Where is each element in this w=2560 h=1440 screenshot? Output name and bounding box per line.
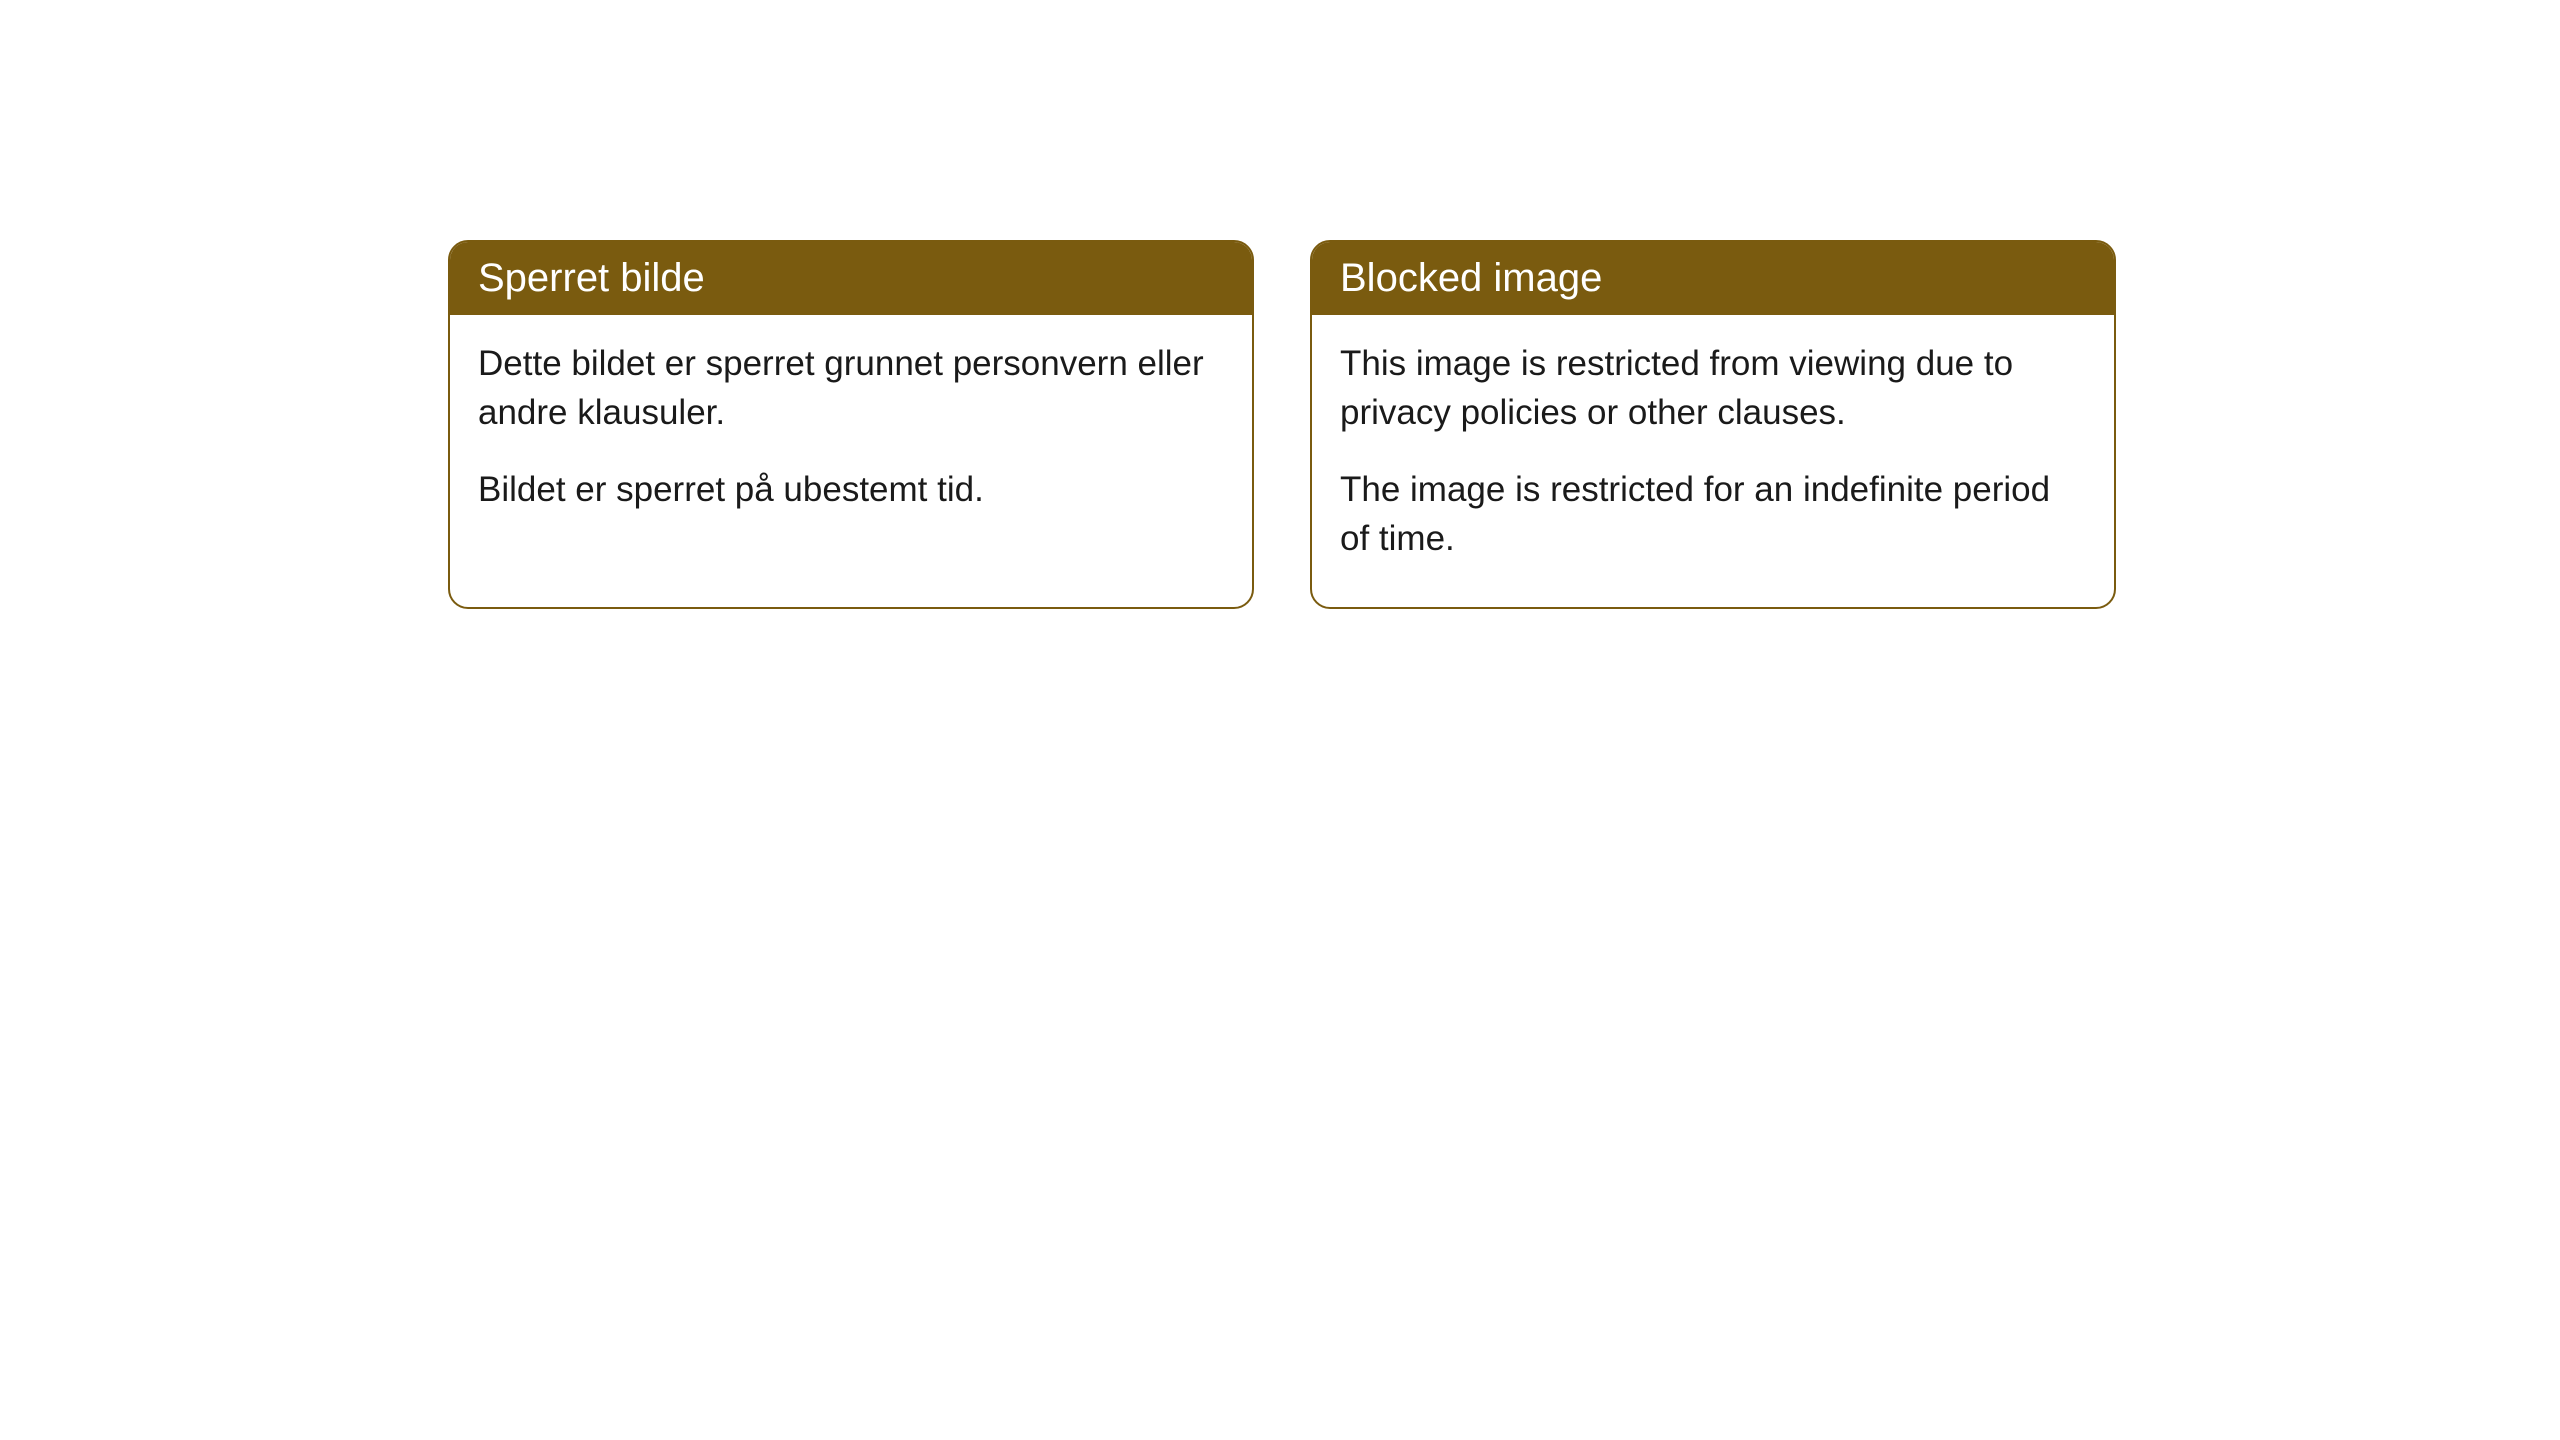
card-paragraph: The image is restricted for an indefinit… <box>1340 465 2086 563</box>
notice-card-norwegian: Sperret bilde Dette bildet er sperret gr… <box>448 240 1254 609</box>
card-paragraph: Bildet er sperret på ubestemt tid. <box>478 465 1224 514</box>
card-title: Sperret bilde <box>478 256 705 300</box>
card-header: Sperret bilde <box>450 242 1252 315</box>
card-header: Blocked image <box>1312 242 2114 315</box>
card-paragraph: Dette bildet er sperret grunnet personve… <box>478 339 1224 437</box>
card-body: Dette bildet er sperret grunnet personve… <box>450 315 1252 558</box>
card-title: Blocked image <box>1340 256 1602 300</box>
card-paragraph: This image is restricted from viewing du… <box>1340 339 2086 437</box>
notice-cards-container: Sperret bilde Dette bildet er sperret gr… <box>448 240 2116 609</box>
card-body: This image is restricted from viewing du… <box>1312 315 2114 607</box>
notice-card-english: Blocked image This image is restricted f… <box>1310 240 2116 609</box>
